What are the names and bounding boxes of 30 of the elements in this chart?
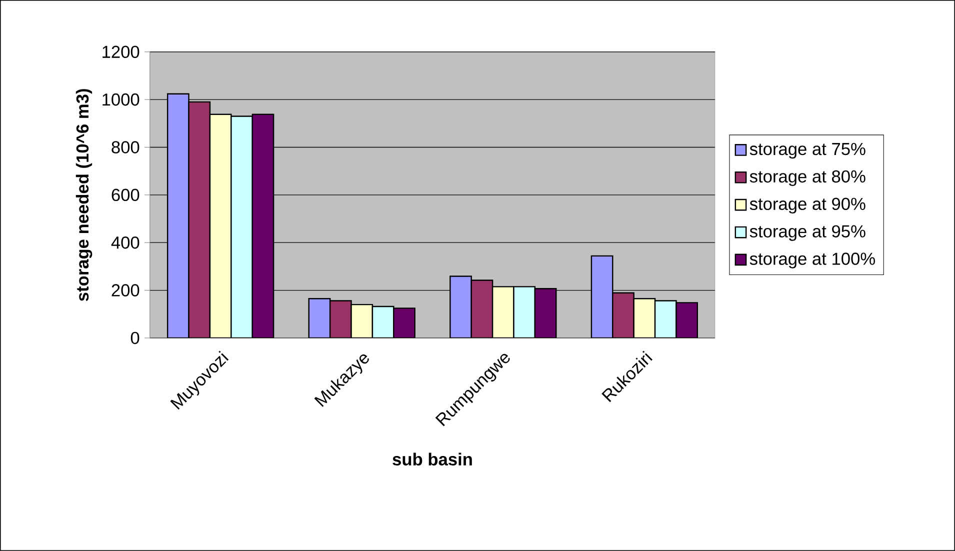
bar bbox=[470, 280, 494, 338]
legend-label: storage at 80% bbox=[750, 170, 866, 186]
bar bbox=[252, 114, 274, 338]
bar bbox=[676, 302, 698, 338]
bar bbox=[590, 255, 614, 338]
y-tick-label: 200 bbox=[112, 284, 140, 296]
legend-label: storage at 100% bbox=[750, 252, 875, 268]
y-tick-label: 800 bbox=[112, 141, 140, 154]
legend-label: storage at 75% bbox=[750, 143, 866, 159]
bar bbox=[534, 288, 557, 338]
bar bbox=[188, 101, 211, 338]
y-tick-label: 1200 bbox=[102, 46, 140, 58]
y-axis-title: storage needed (10^6 m3) bbox=[76, 89, 92, 302]
bar bbox=[450, 276, 472, 338]
legend-label: storage at 95% bbox=[750, 225, 866, 241]
bar bbox=[308, 298, 331, 338]
bar bbox=[492, 286, 514, 338]
bar bbox=[393, 308, 416, 338]
x-axis-title: sub basin bbox=[392, 452, 472, 466]
bar bbox=[209, 114, 232, 338]
bar bbox=[350, 304, 374, 338]
y-tick-label: 0 bbox=[130, 332, 140, 344]
y-tick-label: 1000 bbox=[102, 93, 140, 106]
bar bbox=[612, 292, 634, 338]
y-tick-label: 600 bbox=[112, 188, 140, 202]
legend-label: storage at 90% bbox=[750, 198, 866, 214]
y-tick-label: 400 bbox=[111, 236, 140, 249]
bar bbox=[329, 300, 352, 338]
bar bbox=[166, 93, 190, 338]
bar bbox=[633, 298, 656, 338]
